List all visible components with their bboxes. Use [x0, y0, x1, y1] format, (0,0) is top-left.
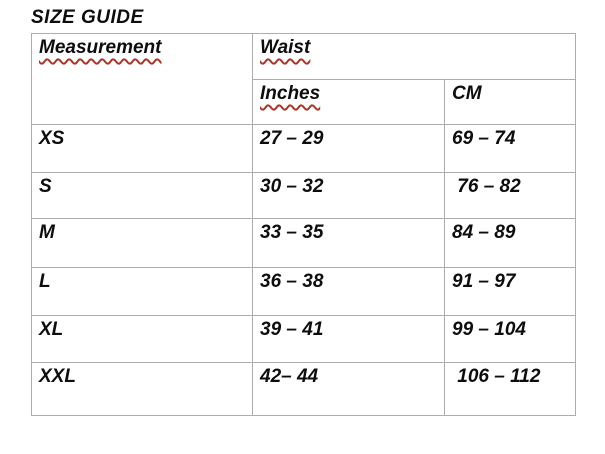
- waist-header-label: Waist: [260, 37, 311, 58]
- header-cell-waist: Waist: [252, 33, 576, 80]
- size-cell: XS: [31, 124, 253, 173]
- inches-cell: 33 – 35: [252, 218, 445, 268]
- header-cell-inches: Inches: [252, 79, 445, 125]
- size-guide-table: Measurement Waist Inches CM XS 27 – 29 6…: [31, 33, 576, 416]
- table-row-xxl: XXL 42– 44 106 – 112: [31, 362, 576, 416]
- inches-cell: 39 – 41: [252, 315, 445, 363]
- inches-header-label: Inches: [260, 83, 321, 104]
- size-cell: XXL: [31, 362, 253, 416]
- inches-cell: 27 – 29: [252, 124, 445, 173]
- cm-cell: 99 – 104: [444, 315, 576, 363]
- table-row-xs: XS 27 – 29 69 – 74: [31, 124, 576, 173]
- cm-cell: 106 – 112: [444, 362, 576, 416]
- table-row-xl: XL 39 – 41 99 – 104: [31, 315, 576, 363]
- cm-cell: 69 – 74: [444, 124, 576, 173]
- inches-cell: 30 – 32: [252, 172, 445, 219]
- header-row-group: Measurement Waist: [31, 33, 576, 125]
- inches-cell: 42– 44: [252, 362, 445, 416]
- page-title: SIZE GUIDE: [31, 7, 144, 28]
- cm-cell: 91 – 97: [444, 267, 576, 316]
- size-cell: S: [31, 172, 253, 219]
- size-cell: XL: [31, 315, 253, 363]
- size-cell: M: [31, 218, 253, 268]
- table-row-m: M 33 – 35 84 – 89: [31, 218, 576, 268]
- header-cell-measurement: Measurement: [31, 33, 253, 125]
- header-cell-cm: CM: [444, 79, 576, 125]
- cm-cell: 84 – 89: [444, 218, 576, 268]
- cm-cell: 76 – 82: [444, 172, 576, 219]
- header-row-units: Inches CM: [32, 79, 576, 125]
- table-row-s: S 30 – 32 76 – 82: [31, 172, 576, 219]
- table-row-l: L 36 – 38 91 – 97: [31, 267, 576, 316]
- measurement-header-label: Measurement: [39, 37, 162, 58]
- cm-header-label: CM: [452, 83, 482, 104]
- size-cell: L: [31, 267, 253, 316]
- inches-cell: 36 – 38: [252, 267, 445, 316]
